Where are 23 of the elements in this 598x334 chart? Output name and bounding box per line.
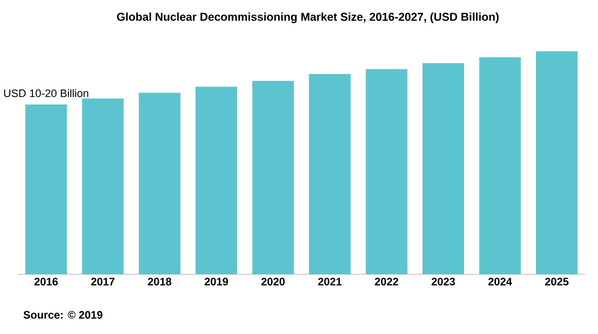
source-note: Source: © 2019 [24,311,102,319]
x-tick-label: 2019 [204,278,228,286]
bar [138,92,180,274]
bar [252,81,294,274]
bar [422,63,464,274]
x-tick-label: 2020 [261,278,285,286]
bar [82,98,124,274]
x-tick-label: 2016 [34,278,58,286]
x-tick-label: 2024 [488,278,512,286]
bar [366,69,408,274]
bar [25,104,67,274]
bar [196,86,238,274]
x-tick-label: 2023 [432,278,455,286]
x-tick-label: 2018 [148,278,172,286]
x-tick-label: 2025 [545,278,569,286]
annotation: USD 10-20 Billion [4,89,88,98]
x-tick-label: 2022 [374,278,398,286]
bar [309,74,351,274]
x-tick-label: 2017 [91,278,114,286]
chart-title: Global Nuclear Decommissioning Market Size, 2016-2027, (USD Billion) [117,12,499,24]
x-tick-label: 2021 [318,278,342,286]
bar [536,51,578,274]
bar [479,57,521,274]
